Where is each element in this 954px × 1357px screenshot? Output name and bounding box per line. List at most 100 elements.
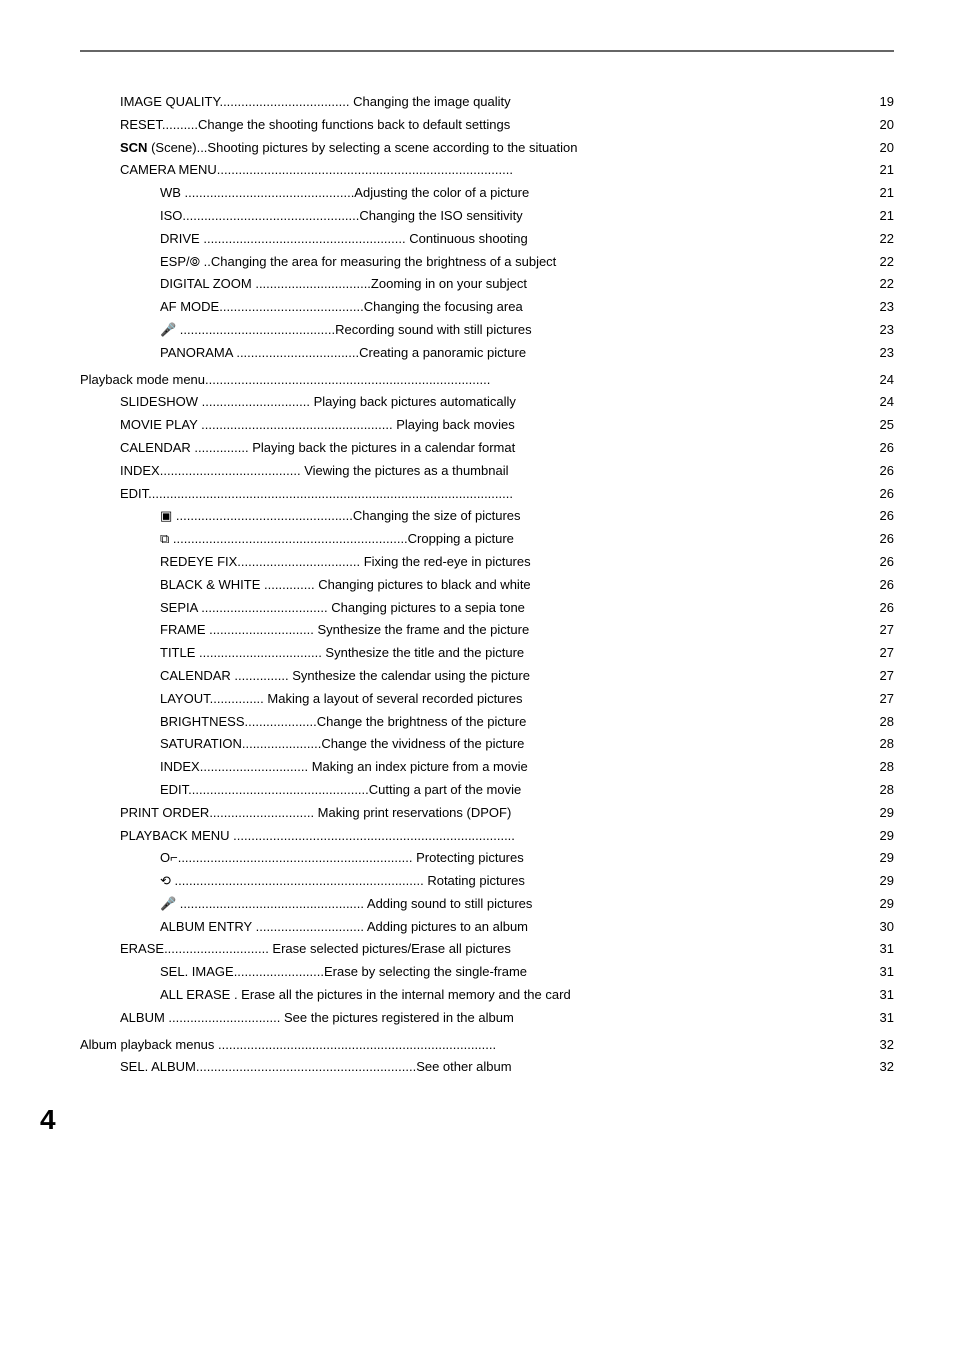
- toc-text: SEL. ALBUM..............................…: [80, 1057, 870, 1078]
- toc-page-number: 26: [870, 484, 894, 505]
- toc-line: ISO.....................................…: [80, 206, 894, 227]
- toc-text: LAYOUT............... Making a layout of…: [80, 689, 870, 710]
- toc-line: IMAGE QUALITY...........................…: [80, 92, 894, 113]
- toc-line: SLIDESHOW ..............................…: [80, 392, 894, 413]
- toc-page-number: 27: [870, 689, 894, 710]
- toc-line: DIGITAL ZOOM ...........................…: [80, 274, 894, 295]
- toc-text: 🎤 ......................................…: [80, 894, 870, 915]
- toc-text: EDIT....................................…: [80, 780, 870, 801]
- toc-text: SATURATION......................Change t…: [80, 734, 870, 755]
- toc-text: BLACK & WHITE .............. Changing pi…: [80, 575, 870, 596]
- toc-page-number: 28: [870, 780, 894, 801]
- toc-text: RESET..........Change the shooting funct…: [80, 115, 870, 136]
- toc-line: CALENDAR ............... Playing back th…: [80, 438, 894, 459]
- toc-line: EDIT....................................…: [80, 484, 894, 505]
- toc-line: EDIT....................................…: [80, 780, 894, 801]
- toc-page-number: 23: [870, 343, 894, 364]
- toc-text: WB .....................................…: [80, 183, 870, 204]
- toc-page-number: 25: [870, 415, 894, 436]
- toc-text: AF MODE.................................…: [80, 297, 870, 318]
- toc-line: FRAME ............................. Synt…: [80, 620, 894, 641]
- toc-text: IMAGE QUALITY...........................…: [80, 92, 870, 113]
- toc-text: PLAYBACK MENU ..........................…: [80, 826, 870, 847]
- toc-page-number: 26: [870, 461, 894, 482]
- toc-page-number: 26: [870, 575, 894, 596]
- toc-page-number: 26: [870, 506, 894, 527]
- toc-line: SEL. IMAGE.........................Erase…: [80, 962, 894, 983]
- toc-line: LAYOUT............... Making a layout of…: [80, 689, 894, 710]
- toc-text: SEL. IMAGE.........................Erase…: [80, 962, 870, 983]
- toc-line: SEPIA ..................................…: [80, 598, 894, 619]
- toc-text: CAMERA MENU.............................…: [80, 160, 870, 181]
- toc-page-number: 20: [870, 115, 894, 136]
- toc-line: SEL. ALBUM..............................…: [80, 1057, 894, 1078]
- toc-page-number: 28: [870, 712, 894, 733]
- toc-page-number: 20: [870, 138, 894, 159]
- toc-page-number: 28: [870, 757, 894, 778]
- toc-page-number: 22: [870, 274, 894, 295]
- toc-text: ERASE............................. Erase…: [80, 939, 870, 960]
- toc-text: FRAME ............................. Synt…: [80, 620, 870, 641]
- toc-line: BRIGHTNESS....................Change the…: [80, 712, 894, 733]
- toc-page-number: 26: [870, 438, 894, 459]
- toc-line: ERASE............................. Erase…: [80, 939, 894, 960]
- toc-text: ⧉ ......................................…: [80, 529, 870, 550]
- toc-text: INDEX.............................. Maki…: [80, 757, 870, 778]
- toc-line: CAMERA MENU.............................…: [80, 160, 894, 181]
- toc-page-number: 22: [870, 229, 894, 250]
- toc-page-number: 26: [870, 529, 894, 550]
- toc-text: TITLE ..................................…: [80, 643, 870, 664]
- toc-text: DRIVE ..................................…: [80, 229, 870, 250]
- toc-page-number: 26: [870, 552, 894, 573]
- toc-page-number: 29: [870, 826, 894, 847]
- toc-line: WB .....................................…: [80, 183, 894, 204]
- toc-line: ⧉ ......................................…: [80, 529, 894, 550]
- toc-line: 🎤 ......................................…: [80, 894, 894, 915]
- toc-page-number: 27: [870, 666, 894, 687]
- toc-line: Playback mode menu......................…: [80, 370, 894, 391]
- toc-line: MOVIE PLAY .............................…: [80, 415, 894, 436]
- toc-text: SCN (Scene)...Shooting pictures by selec…: [80, 138, 870, 159]
- toc-page-number: 24: [870, 392, 894, 413]
- toc-line: INDEX...................................…: [80, 461, 894, 482]
- toc-line: PRINT ORDER.............................…: [80, 803, 894, 824]
- toc-line: O⌐......................................…: [80, 848, 894, 869]
- toc-text: Album playback menus ...................…: [80, 1035, 870, 1056]
- toc-line: PANORAMA ...............................…: [80, 343, 894, 364]
- toc-line: SCN (Scene)...Shooting pictures by selec…: [80, 138, 894, 159]
- toc-line: DRIVE ..................................…: [80, 229, 894, 250]
- toc-page-number: 29: [870, 894, 894, 915]
- toc-text: ALBUM ENTRY ............................…: [80, 917, 870, 938]
- toc-page-number: 24: [870, 370, 894, 391]
- toc-text: Playback mode menu......................…: [80, 370, 870, 391]
- table-of-contents: IMAGE QUALITY...........................…: [80, 92, 894, 1078]
- toc-text: PANORAMA ...............................…: [80, 343, 870, 364]
- toc-line: ALBUM ............................... Se…: [80, 1008, 894, 1029]
- toc-page-number: 31: [870, 1008, 894, 1029]
- toc-page-number: 21: [870, 160, 894, 181]
- toc-line: ALL ERASE . Erase all the pictures in th…: [80, 985, 894, 1006]
- toc-page-number: 23: [870, 320, 894, 341]
- toc-line: AF MODE.................................…: [80, 297, 894, 318]
- toc-line: ALBUM ENTRY ............................…: [80, 917, 894, 938]
- toc-page-number: 29: [870, 848, 894, 869]
- toc-text: BRIGHTNESS....................Change the…: [80, 712, 870, 733]
- toc-line: SATURATION......................Change t…: [80, 734, 894, 755]
- toc-page-number: 31: [870, 985, 894, 1006]
- toc-page-number: 26: [870, 598, 894, 619]
- toc-line: Album playback menus ...................…: [80, 1035, 894, 1056]
- toc-page-number: 29: [870, 803, 894, 824]
- toc-text: CALENDAR ............... Synthesize the …: [80, 666, 870, 687]
- toc-page-number: 21: [870, 206, 894, 227]
- toc-page-number: 30: [870, 917, 894, 938]
- toc-text: SLIDESHOW ..............................…: [80, 392, 870, 413]
- toc-page-number: 28: [870, 734, 894, 755]
- toc-text: O⌐......................................…: [80, 848, 870, 869]
- toc-line: BLACK & WHITE .............. Changing pi…: [80, 575, 894, 596]
- toc-page-number: 32: [870, 1057, 894, 1078]
- toc-line: 🎤 ......................................…: [80, 320, 894, 341]
- toc-text: ESP/⦾ ..Changing the area for measuring …: [80, 252, 870, 273]
- toc-page-number: 27: [870, 620, 894, 641]
- toc-text: ISO.....................................…: [80, 206, 870, 227]
- toc-page-number: 27: [870, 643, 894, 664]
